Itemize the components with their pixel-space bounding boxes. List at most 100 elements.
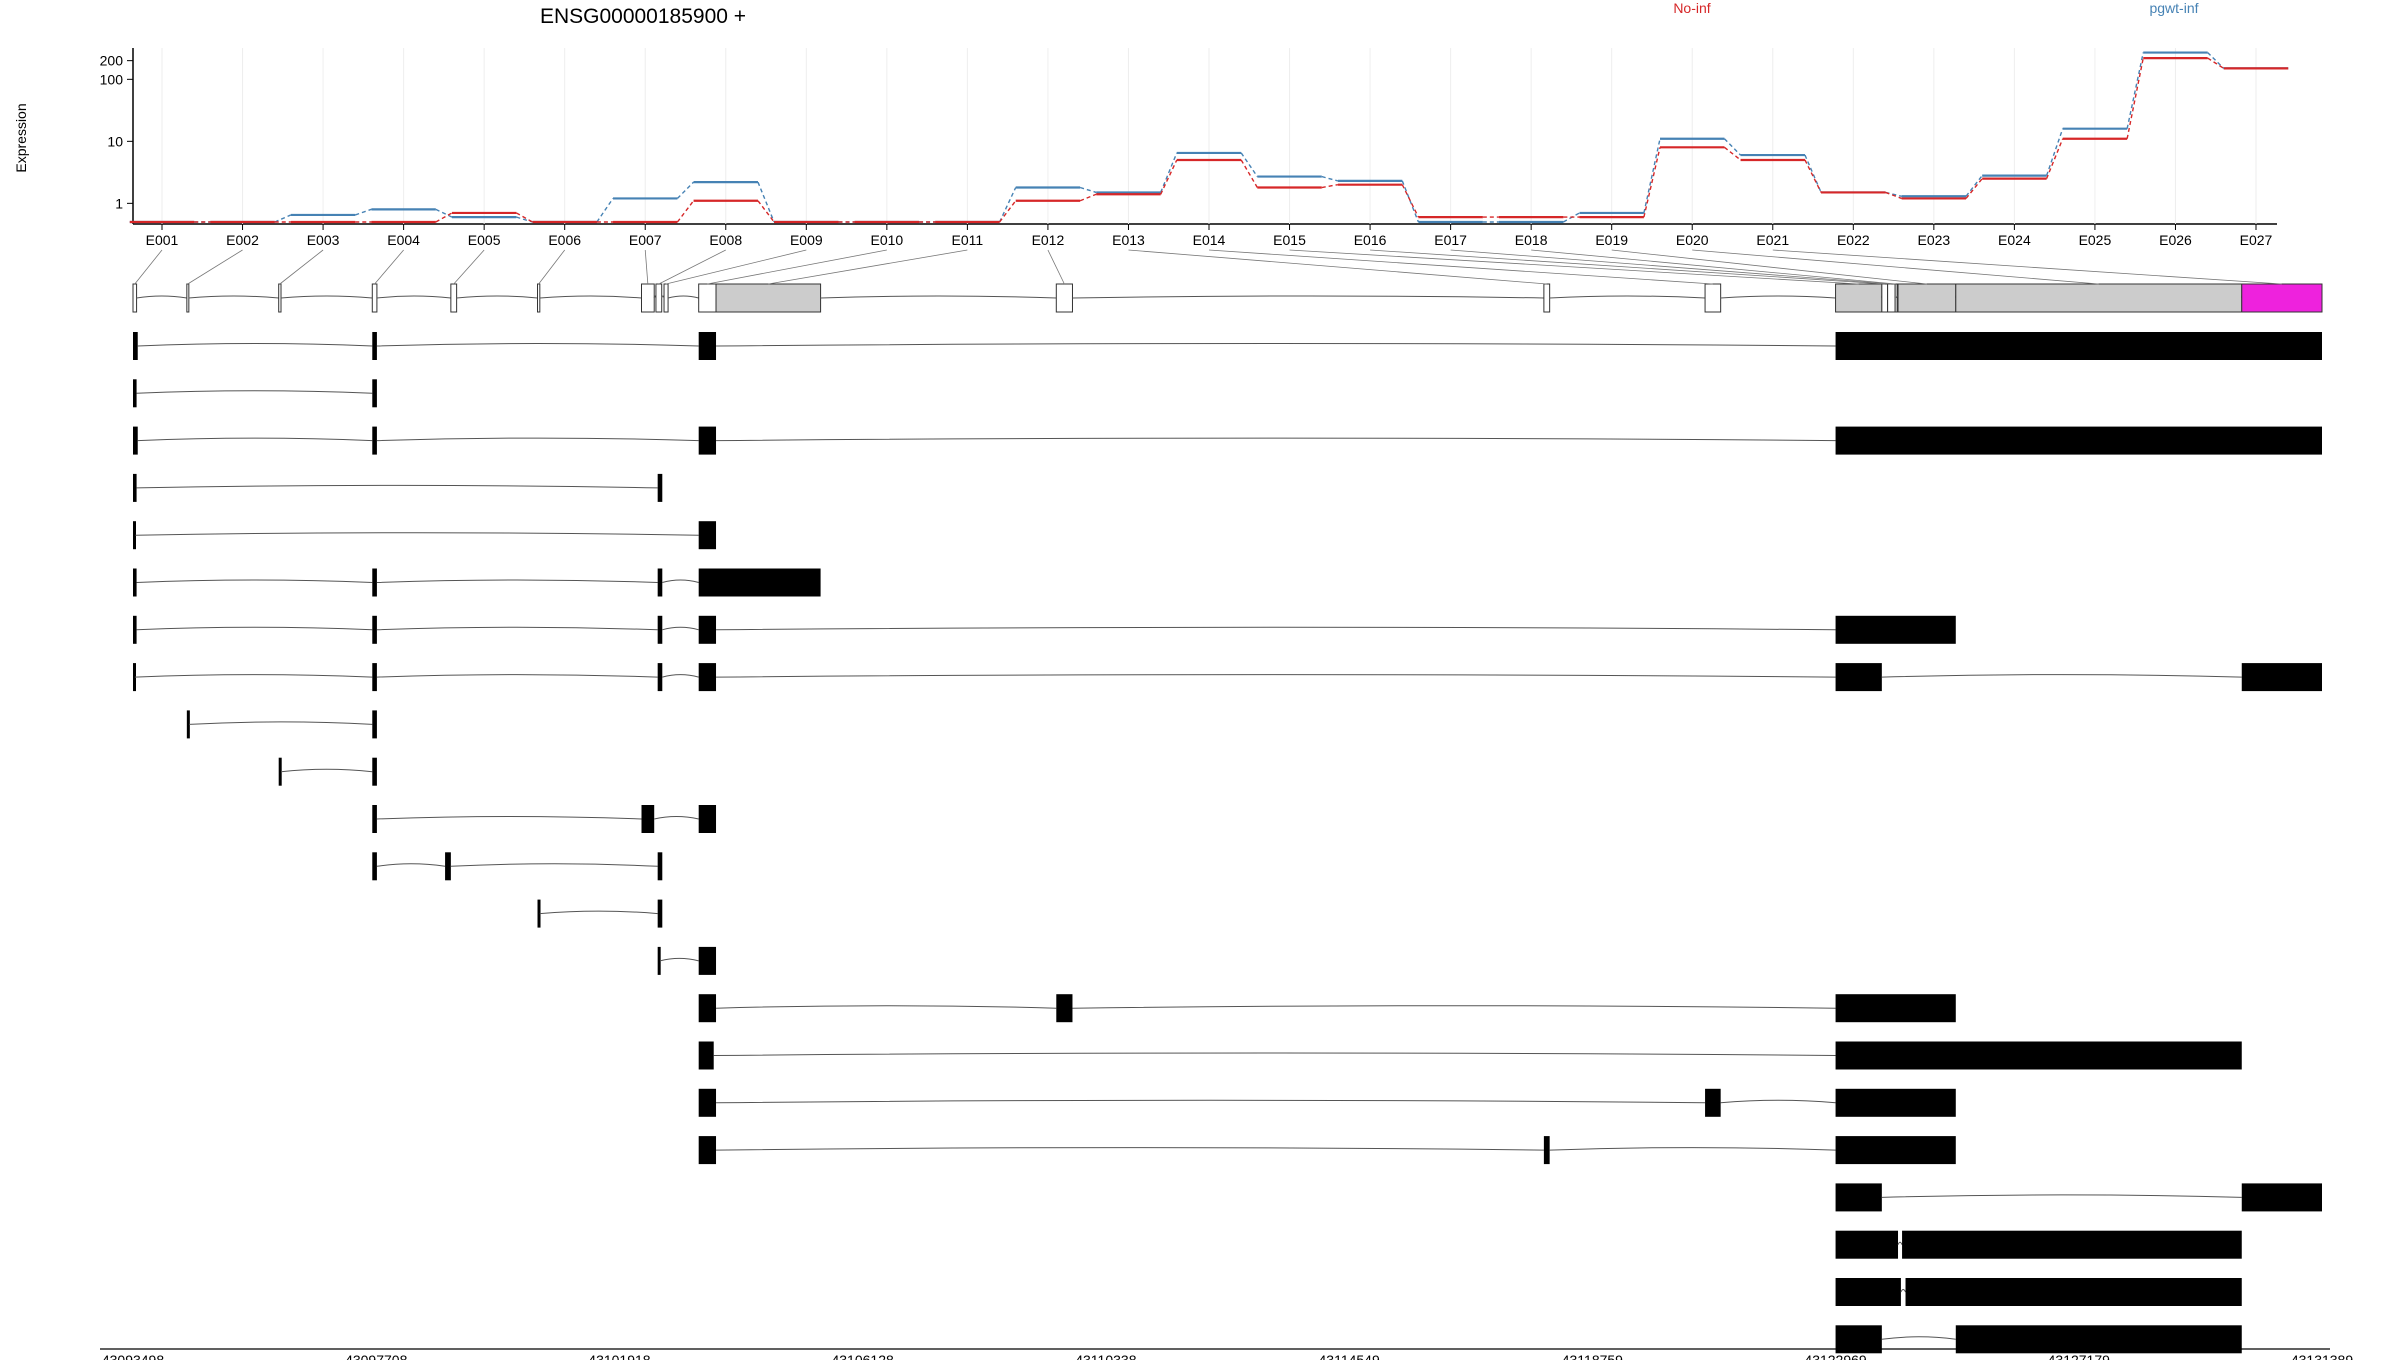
bin-label-connector bbox=[134, 249, 163, 285]
transcript-exon bbox=[657, 568, 663, 597]
series-1-connector bbox=[1240, 159, 1258, 188]
transcript-intron-line bbox=[376, 437, 699, 442]
x-tick-label: E024 bbox=[1998, 232, 2031, 248]
transcript-intron-line bbox=[1720, 1099, 1836, 1104]
transcript-intron-line bbox=[1900, 1289, 1906, 1293]
x-tick-label: E019 bbox=[1595, 232, 1628, 248]
transcript-exon bbox=[1835, 994, 1956, 1023]
transcript-exon bbox=[698, 1041, 714, 1070]
transcript-intron-line bbox=[662, 579, 699, 583]
transcript-exon bbox=[133, 332, 138, 360]
transcript-intron-line bbox=[450, 863, 658, 867]
transcript-intron-line bbox=[1897, 1241, 1903, 1245]
transcript-intron-line bbox=[1549, 1147, 1836, 1151]
bin-label-connector bbox=[1370, 249, 1885, 285]
bin-label-connector bbox=[1772, 249, 2282, 285]
series-2-connector bbox=[274, 214, 292, 223]
bin-label-connector bbox=[538, 249, 566, 285]
genome-tick-label: 43114549 bbox=[1319, 1352, 1380, 1360]
transcript-intron-line bbox=[189, 721, 373, 725]
x-tick-label: E001 bbox=[146, 232, 179, 248]
bin-label-connector bbox=[644, 249, 649, 285]
series-2-connector bbox=[1401, 180, 1420, 223]
series-1-connector bbox=[1160, 159, 1178, 195]
exon-bin bbox=[537, 283, 541, 313]
transcript-exon bbox=[1056, 994, 1073, 1023]
transcript-exon bbox=[1705, 1088, 1721, 1117]
transcript-intron-line bbox=[134, 674, 373, 678]
bin-label-connector bbox=[279, 249, 324, 285]
transcript-exon bbox=[372, 805, 377, 833]
gene-intron-line bbox=[376, 295, 451, 299]
transcript-exon bbox=[133, 568, 137, 597]
transcript-exon bbox=[133, 615, 137, 644]
bin-label-connector bbox=[187, 249, 243, 285]
transcript-exon bbox=[698, 426, 717, 455]
expression-plot-area: 200 100 10 1 E001 E002 E003 E004 E005 E006 E007 E00… bbox=[100, 48, 2289, 248]
transcript-exon bbox=[1835, 1088, 1956, 1117]
transcript-exon bbox=[372, 710, 377, 739]
gene-intron-line bbox=[667, 295, 699, 299]
gene-intron-line bbox=[539, 295, 642, 299]
series-1-connector bbox=[1965, 178, 1983, 199]
transcript-intron-line bbox=[662, 626, 699, 631]
exon-bin bbox=[371, 283, 378, 313]
x-tick-label: E013 bbox=[1112, 232, 1145, 248]
transcript-exon bbox=[1905, 1278, 2242, 1306]
transcript-intron-line bbox=[716, 674, 1836, 678]
transcript-row bbox=[278, 757, 377, 786]
series-1-connector bbox=[676, 200, 695, 223]
transcript-row bbox=[133, 521, 717, 550]
bin-label-connector bbox=[665, 249, 807, 285]
series-2-connector bbox=[1079, 186, 1097, 194]
bin-label-connector bbox=[707, 249, 887, 285]
genome-tick-label: 43097708 bbox=[345, 1352, 408, 1360]
exon-bin bbox=[2241, 283, 2323, 313]
exon-bin bbox=[1897, 283, 1957, 313]
exon-bin bbox=[715, 283, 822, 313]
transcript-exon bbox=[657, 946, 661, 975]
x-tick-label: E011 bbox=[952, 232, 984, 248]
genome-tick-label: 43122969 bbox=[1804, 1352, 1867, 1360]
chart-title: ENSG00000185900 + bbox=[540, 5, 746, 28]
exon-bin bbox=[641, 283, 655, 313]
transcript-row bbox=[133, 473, 663, 502]
legend-series-1: No-inf bbox=[1673, 0, 1710, 16]
x-tick-label: E025 bbox=[2079, 232, 2112, 248]
transcript-exon bbox=[372, 852, 377, 881]
series-1-connector bbox=[2045, 138, 2064, 179]
transcript-exon bbox=[1543, 1136, 1550, 1165]
transcript-exon bbox=[372, 568, 377, 597]
transcript-exon bbox=[537, 899, 541, 928]
transcript-exon bbox=[133, 426, 138, 455]
transcript-intron-line bbox=[1072, 1005, 1836, 1009]
series-2-connector bbox=[1160, 152, 1178, 193]
transcript-row bbox=[537, 899, 663, 928]
exon-bin bbox=[1055, 283, 1073, 313]
gene-intron-line bbox=[188, 295, 279, 299]
transcript-exon bbox=[698, 805, 717, 833]
y-tick-label: 1 bbox=[115, 195, 123, 211]
series-1-connector bbox=[1885, 191, 1902, 200]
x-tick-label: E012 bbox=[1032, 232, 1065, 248]
x-tick-label: E017 bbox=[1434, 232, 1467, 248]
transcript-intron-line bbox=[280, 768, 373, 773]
transcript-row bbox=[698, 1088, 1956, 1117]
transcript-intron-line bbox=[716, 1099, 1706, 1104]
x-tick-label: E007 bbox=[629, 232, 662, 248]
transcript-exon bbox=[657, 899, 663, 928]
genome-tick-label: 43101918 bbox=[588, 1352, 651, 1360]
transcript-intron-line bbox=[136, 390, 373, 394]
transcript-intron-line bbox=[1881, 1336, 1956, 1340]
bin-label-connector bbox=[1289, 249, 1859, 285]
series-2-connector bbox=[998, 187, 1017, 223]
exon-bin bbox=[655, 283, 663, 313]
bin-label-connector bbox=[1450, 249, 1892, 285]
x-tick-label: E002 bbox=[226, 232, 259, 248]
transcript-row bbox=[1835, 1183, 2322, 1212]
exon-bin bbox=[1955, 283, 2243, 313]
x-tick-label: E015 bbox=[1273, 232, 1306, 248]
series-No-inf bbox=[129, 56, 2289, 224]
transcript-exon bbox=[698, 994, 717, 1023]
x-tick-label: E008 bbox=[709, 232, 742, 248]
